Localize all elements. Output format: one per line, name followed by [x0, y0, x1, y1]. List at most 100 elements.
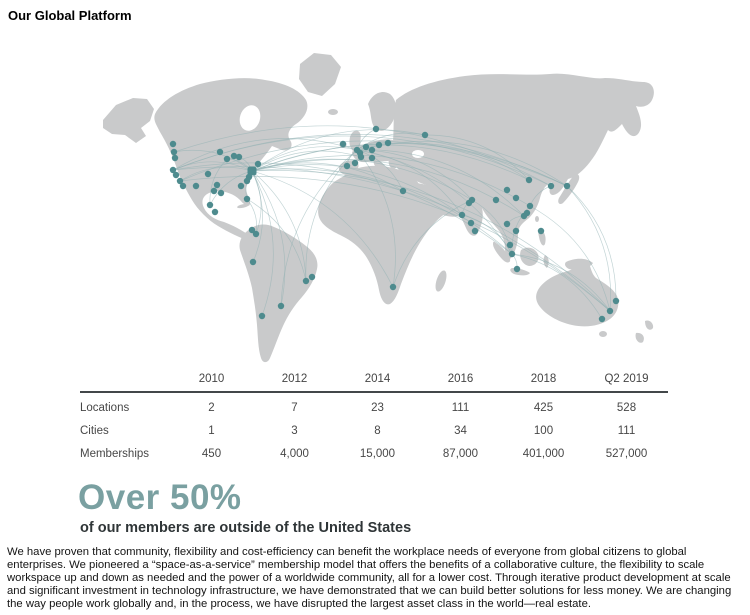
- continent-greenland: [299, 53, 341, 96]
- city-dot-san-francisco: [169, 166, 177, 174]
- city-dot-mexico-city: [206, 201, 214, 209]
- hudson-bay: [239, 105, 261, 131]
- city-dot-houston: [217, 189, 225, 197]
- city-dot-chicago: [223, 155, 231, 163]
- city-dot-amsterdam: [362, 143, 370, 151]
- table-cell: 15,000: [359, 448, 396, 460]
- city-dot-toronto: [235, 153, 243, 161]
- city-dot-austin: [210, 187, 218, 195]
- table-cell: 401,000: [522, 448, 565, 460]
- continent-madagascar: [435, 270, 447, 292]
- city-dot-beijing: [525, 176, 533, 184]
- city-dot-milan: [368, 154, 376, 162]
- city-dot-bangalore: [471, 227, 479, 235]
- city-dot-stockholm: [372, 125, 380, 133]
- city-dot-guadalajara: [211, 208, 219, 216]
- city-dot-vancouver: [169, 140, 177, 148]
- connection-arc: [529, 205, 611, 312]
- connection-arc: [424, 134, 530, 181]
- body-paragraph: We have proven that community, flexibili…: [7, 546, 732, 610]
- connection-arc: [356, 149, 513, 255]
- city-dot-washington-dc: [243, 177, 251, 185]
- connection-arc: [461, 214, 513, 255]
- city-dot-ho-chi-minh: [512, 227, 520, 235]
- connection-arc: [356, 149, 525, 217]
- connection-arc: [251, 170, 611, 312]
- city-dot-dallas: [213, 181, 221, 189]
- continent-new-zealand-south: [635, 332, 644, 343]
- connection-arc: [251, 150, 362, 172]
- city-dot-detroit: [230, 152, 238, 160]
- table-column-header: 2018: [530, 373, 557, 385]
- table-row-label: Cities: [80, 425, 109, 437]
- city-dot-brisbane: [612, 297, 620, 305]
- table-column-header: 2014: [364, 373, 391, 385]
- connection-arc: [173, 125, 552, 187]
- city-dot-wuhan: [512, 194, 520, 202]
- connection-arc: [251, 170, 274, 317]
- world-map-svg: [103, 53, 654, 363]
- city-dot-santiago: [258, 312, 266, 320]
- table-row-label: Memberships: [80, 448, 150, 460]
- city-dot-rio-de-janeiro: [308, 273, 316, 281]
- continent-north-america: [154, 78, 308, 243]
- connection-arc: [511, 253, 603, 320]
- connection-arc: [246, 198, 307, 282]
- continent-iceland: [328, 109, 338, 115]
- city-dot-bogota: [252, 230, 260, 238]
- connection-arc: [251, 170, 263, 263]
- city-dot-buenos-aires: [277, 302, 285, 310]
- connection-arc: [172, 138, 358, 171]
- continent-australia: [536, 261, 619, 327]
- table-row-label: Locations: [80, 402, 130, 414]
- city-dot-los-angeles: [176, 177, 184, 185]
- city-dot-moscow: [421, 131, 429, 139]
- city-dot-xian: [503, 186, 511, 194]
- city-dot-minneapolis: [216, 148, 224, 156]
- city-dot-denver: [204, 170, 212, 178]
- growth-table-body: Locations 2 7 23 111 425 528 Cities 1 3 8 34 100 111 M…: [80, 397, 668, 466]
- world-map: [100, 38, 740, 370]
- connection-arc: [251, 170, 307, 282]
- table-cell: 87,000: [442, 448, 479, 460]
- city-dot-portland: [171, 154, 179, 162]
- city-dot-san-diego: [179, 182, 187, 190]
- table-column-header: Q2 2019: [604, 373, 649, 385]
- table-cell: 7: [291, 402, 298, 414]
- table-column-header: 2012: [281, 373, 308, 385]
- city-dot-madrid: [343, 162, 351, 170]
- growth-table: 2010 2012 2014 2016 2018 Q2 2019 Locations 2 7 2…: [80, 371, 668, 466]
- city-dot-new-york: [247, 166, 257, 176]
- connection-arc: [251, 159, 525, 217]
- continent-asia: [392, 73, 654, 259]
- growth-table-header: 2010 2012 2014 2016 2018 Q2 2019: [80, 371, 668, 391]
- city-dot-johannesburg: [389, 283, 397, 291]
- page-title: Our Global Platform: [8, 8, 132, 23]
- continent-taiwan: [535, 216, 539, 222]
- city-dot-lima: [249, 258, 257, 266]
- table-cell: 2: [208, 402, 215, 414]
- table-cell: 528: [616, 402, 637, 414]
- connection-arc: [179, 140, 568, 187]
- connection-arc: [246, 198, 257, 235]
- table-cell: 111: [451, 402, 470, 414]
- table-cell: 111: [617, 425, 636, 437]
- city-dot-san-jose: [172, 171, 180, 179]
- connection-arc: [392, 199, 473, 288]
- continent-alaska: [103, 98, 154, 143]
- city-dot-tel-aviv: [399, 187, 407, 195]
- city-dots: [169, 125, 620, 323]
- connection-arc: [305, 149, 358, 282]
- table-cell: 8: [374, 425, 381, 437]
- city-dot-barcelona: [351, 159, 359, 167]
- city-dot-shenzhen: [523, 209, 531, 217]
- highlight-subheadline: of our members are outside of the United…: [80, 520, 412, 536]
- city-dot-hyderabad: [467, 219, 475, 227]
- table-cell: 425: [533, 402, 554, 414]
- city-dot-atlanta: [237, 182, 245, 190]
- continent-japan: [558, 173, 580, 205]
- connection-arc: [251, 155, 531, 207]
- city-dot-tokyo: [563, 182, 571, 190]
- highlight-headline: Over 50%: [78, 478, 242, 517]
- table-cell: 4,000: [280, 448, 309, 460]
